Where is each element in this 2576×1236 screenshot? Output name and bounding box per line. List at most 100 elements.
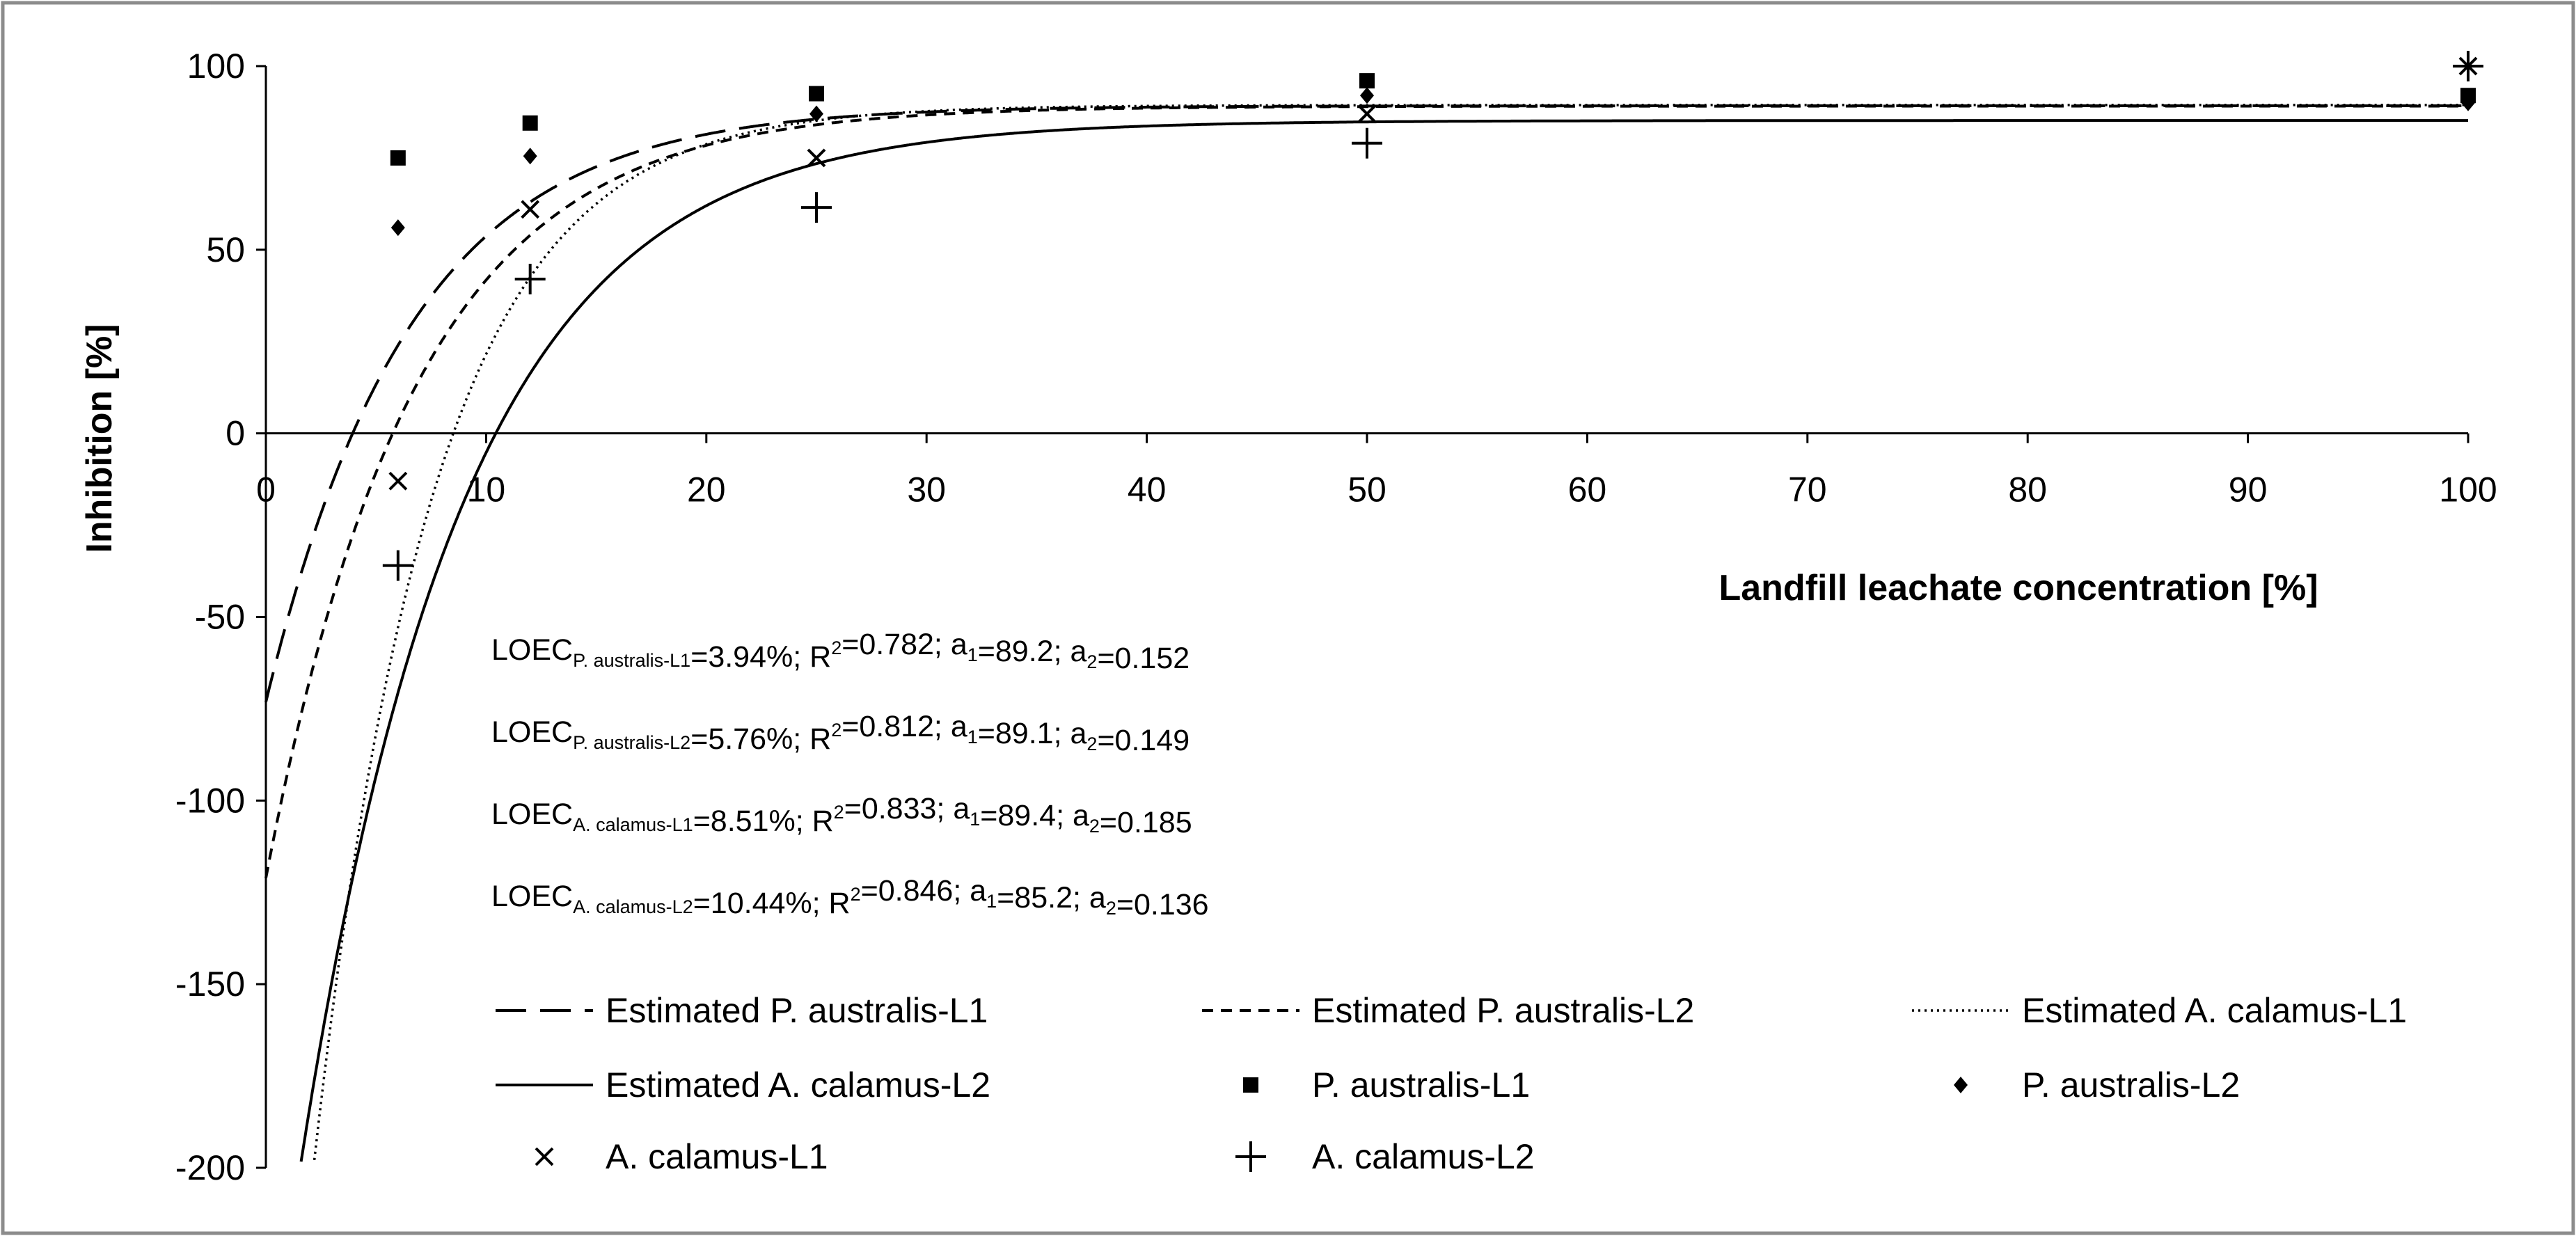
x-marker (535, 1147, 554, 1166)
x-marker (521, 200, 540, 219)
annotation-subscript: 1 (967, 644, 978, 665)
annotation-subscript: 2 (1086, 734, 1097, 754)
x-marker (388, 471, 408, 491)
annotation-text: LOEC (491, 633, 573, 667)
annotation-subscript: 2 (1089, 816, 1100, 837)
x-tick-label: 90 (2229, 470, 2268, 509)
annotation-text: =3.94%; R (690, 640, 831, 674)
legend-label: P. australis-L2 (2022, 1065, 2240, 1104)
fit-parameter-line: LOECP. australis-L2=5.76%; R2=0.812; a1=… (491, 710, 1190, 757)
annotation-subscript: P. australis-L1 (573, 650, 690, 671)
annotation-subscript: 2 (1106, 898, 1116, 919)
fitted-curve (264, 104, 2468, 878)
annotation-subscript: A. calamus-L1 (573, 814, 693, 835)
y-tick-label: 100 (187, 47, 245, 86)
x-axis-title: Landfill leachate concentration [%] (1718, 568, 2318, 608)
data-points-layer (382, 51, 2483, 581)
square-marker (1243, 1077, 1258, 1093)
fit-parameter-line: LOECA. calamus-L1=8.51%; R2=0.833; a1=89… (491, 792, 1192, 839)
square-marker (809, 86, 824, 102)
annotation-text: =10.44%; R (693, 887, 851, 920)
y-tick-label: -100 (175, 781, 245, 820)
annotation-text: LOEC (491, 880, 573, 913)
annotation-subscript: 1 (986, 891, 997, 912)
x-tick-label: 60 (1568, 470, 1607, 509)
y-tick-label: -150 (175, 965, 245, 1004)
legend-label: Estimated A. calamus-L1 (2022, 991, 2407, 1030)
annotation-text: =0.136 (1116, 888, 1209, 921)
diamond-marker (390, 219, 405, 237)
annotation-text: =0.782; a (841, 628, 967, 661)
x-tick-label: 20 (687, 470, 726, 509)
plus-marker (1235, 1141, 1266, 1172)
x-tick-label: 70 (1788, 470, 1827, 509)
annotation-subscript: P. australis-L2 (573, 732, 690, 753)
square-marker (522, 115, 538, 131)
fit-parameter-annotations: LOECP. australis-L1=3.94%; R2=0.782; a1=… (491, 628, 1209, 921)
x-marker (807, 148, 826, 168)
annotation-text: =0.812; a (841, 710, 967, 743)
annotation-text: =85.2; a (997, 881, 1106, 914)
annotation-subscript: 1 (967, 727, 978, 747)
plus-marker (382, 550, 413, 581)
annotation-text: =0.152 (1097, 642, 1190, 675)
annotation-text: =5.76%; R (690, 722, 831, 756)
annotation-superscript: 2 (831, 637, 841, 658)
annotation-subscript: A. calamus-L2 (573, 896, 693, 917)
annotation-text: =8.51%; R (693, 805, 834, 838)
annotation-text: =89.2; a (978, 635, 1087, 668)
annotation-text: LOEC (491, 715, 573, 749)
legend-label: P. australis-L1 (1312, 1065, 1530, 1104)
x-marker (1357, 104, 1377, 124)
plus-marker (801, 192, 832, 223)
annotation-superscript: 2 (851, 884, 861, 905)
y-tick-label: -200 (175, 1148, 245, 1187)
axes-layer: 100 50 0 -50 -100 -150 -200 0 10 20 30 40 50 60 70 80 90… (175, 47, 2497, 1187)
fit-parameter-line: LOECA. calamus-L2=10.44%; R2=0.846; a1=8… (491, 874, 1209, 921)
plus-marker (2453, 51, 2483, 81)
legend-label: Estimated A. calamus-L2 (606, 1065, 990, 1104)
y-axis-title: Inhibition [%] (79, 324, 120, 553)
legend-label: A. calamus-L1 (606, 1137, 828, 1176)
annotation-text: =0.846; a (861, 874, 987, 908)
fit-parameter-line: LOECP. australis-L1=3.94%; R2=0.782; a1=… (491, 628, 1190, 675)
annotation-text: LOEC (491, 798, 573, 831)
legend-label: A. calamus-L2 (1312, 1137, 1535, 1176)
annotation-text: =0.149 (1097, 724, 1190, 757)
annotation-superscript: 2 (831, 720, 841, 740)
diamond-marker (809, 105, 823, 122)
diamond-marker (2461, 94, 2475, 111)
x-tick-label: 100 (2439, 470, 2497, 509)
square-marker (1359, 73, 1375, 89)
annotation-text: =0.185 (1100, 806, 1192, 839)
x-tick-label: 30 (907, 470, 946, 509)
y-tick-label: 0 (226, 414, 245, 453)
fitted-curve (299, 119, 2468, 1162)
fitted-curves-layer (264, 104, 2468, 1162)
annotation-subscript: 2 (1086, 651, 1097, 672)
x-tick-label: 80 (2008, 470, 2047, 509)
y-tick-label: 50 (206, 230, 245, 269)
diamond-marker (523, 148, 537, 165)
annotation-text: =89.1; a (978, 717, 1087, 750)
plus-marker (514, 264, 546, 295)
legend-label: Estimated P. australis-L2 (1312, 991, 1694, 1030)
legend: Estimated P. australis-L1 Estimated P. au… (496, 991, 2407, 1176)
x-tick-label: 0 (256, 470, 276, 509)
annotation-text: =89.4; a (980, 799, 1089, 832)
legend-label: Estimated P. australis-L1 (606, 991, 988, 1030)
plus-marker (1352, 127, 1382, 159)
x-tick-label: 10 (467, 470, 506, 509)
diamond-marker (1360, 87, 1374, 104)
annotation-subscript: 1 (970, 809, 980, 830)
square-marker (390, 150, 406, 166)
x-tick-label: 40 (1128, 470, 1167, 509)
annotation-superscript: 2 (834, 802, 844, 823)
diamond-marker (1954, 1077, 1968, 1093)
y-tick-label: -50 (195, 598, 245, 637)
fitted-curve (313, 104, 2468, 1161)
annotation-text: =0.833; a (844, 792, 970, 825)
